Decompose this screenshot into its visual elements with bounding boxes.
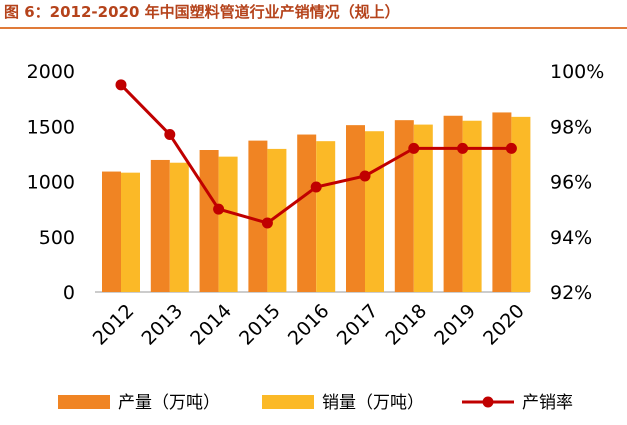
rate-point	[261, 217, 273, 229]
legend-label-rate: 产销率	[522, 393, 573, 413]
legend: 产量（万吨） 销量（万吨） 产销率	[58, 393, 573, 413]
y-right-tick-label: 98%	[550, 116, 592, 138]
figure-title: 图 6：2012-2020 年中国塑料管道行业产销情况（规上）	[4, 3, 400, 21]
x-tick-label: 2012	[89, 300, 139, 350]
legend-label-production: 产量（万吨）	[118, 393, 220, 413]
bar-sales	[169, 162, 189, 292]
bar-sales	[511, 116, 531, 292]
rate-point	[408, 142, 420, 154]
x-tick-label: 2017	[333, 300, 383, 350]
bar-production	[102, 171, 121, 292]
bar-sales	[316, 141, 336, 292]
y-left-tick-label: 500	[39, 227, 75, 249]
rate-point	[310, 181, 322, 193]
bar-production	[394, 120, 414, 292]
bar-production	[492, 112, 512, 292]
y-left-tick-label: 2000	[27, 61, 75, 83]
y-right-tick-label: 92%	[550, 282, 592, 304]
title-rule	[0, 27, 627, 29]
legend-swatch-rate-point	[482, 396, 494, 408]
bar-production	[443, 115, 463, 292]
bar-sales	[267, 148, 287, 292]
x-tick-label: 2014	[186, 300, 236, 350]
legend-swatch-production	[58, 395, 110, 409]
bar-sales	[462, 120, 482, 292]
rate-point	[213, 203, 225, 215]
bar-sales	[365, 131, 384, 292]
bar-production	[346, 125, 365, 293]
bar-production	[248, 140, 268, 292]
rate-point	[359, 170, 371, 182]
bar-sales	[121, 172, 140, 292]
bar-production	[297, 134, 317, 292]
rate-point	[115, 79, 127, 91]
y-right-tick-label: 94%	[550, 227, 592, 249]
y-left-tick-label: 0	[63, 282, 75, 304]
x-tick-label: 2016	[284, 300, 334, 350]
rate-point	[505, 142, 517, 154]
x-tick-label: 2013	[137, 300, 187, 350]
x-tick-label: 2018	[381, 300, 431, 350]
x-tick-label: 2019	[430, 300, 480, 350]
y-left-tick-label: 1000	[27, 172, 75, 194]
bar-production	[199, 150, 219, 292]
y-right-tick-label: 96%	[550, 172, 592, 194]
y-right-tick-label: 100%	[550, 61, 604, 83]
legend-label-sales: 销量（万吨）	[322, 393, 424, 413]
bar-sales	[218, 156, 238, 292]
x-tick-label: 2015	[235, 300, 285, 350]
x-tick-label: 2020	[479, 300, 529, 350]
rate-point	[457, 142, 469, 154]
bar-production	[150, 159, 170, 292]
bar-sales	[413, 124, 433, 292]
y-left-tick-label: 1500	[27, 116, 75, 138]
legend-swatch-sales	[262, 395, 314, 409]
rate-point	[164, 129, 176, 141]
